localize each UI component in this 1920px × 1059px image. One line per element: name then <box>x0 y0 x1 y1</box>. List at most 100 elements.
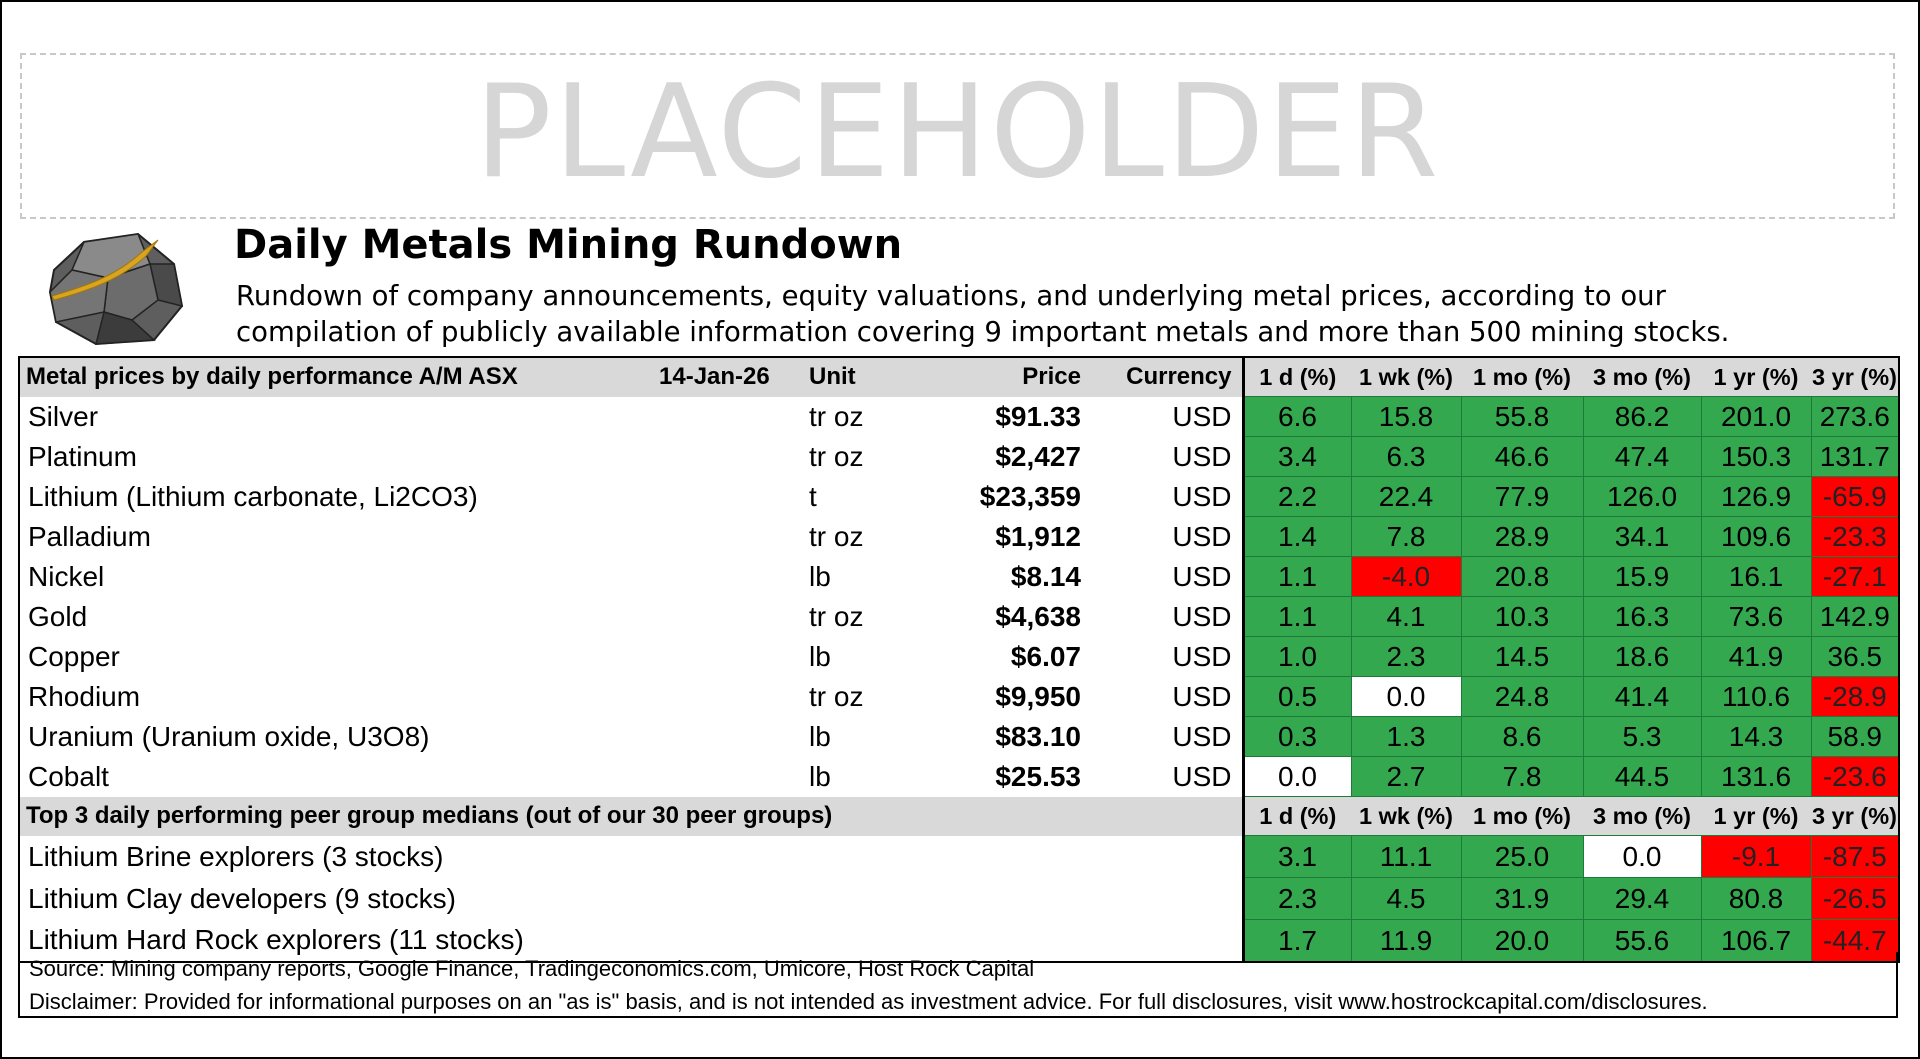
performance-cell: 1.1 <box>1241 596 1352 637</box>
performance-cell: 14.3 <box>1700 716 1812 757</box>
metal-price: $83.10 <box>995 720 1081 752</box>
perf-header: 3 mo (%) <box>1583 796 1701 836</box>
performance-cell: 18.6 <box>1582 636 1702 677</box>
metal-unit: tr oz <box>809 600 864 632</box>
performance-cell: 0.5 <box>1241 676 1352 717</box>
performance-cell: 10.3 <box>1460 596 1584 637</box>
metal-unit: lb <box>809 560 831 592</box>
page-subtitle: Rundown of company announcements, equity… <box>236 278 1896 350</box>
metal-name: Platinum <box>28 440 137 472</box>
source-note: Source: Mining company reports, Google F… <box>29 956 1035 981</box>
metal-row: Lithium (Lithium carbonate, Li2CO3) t $23,… <box>19 476 1900 517</box>
performance-cell: 15.9 <box>1582 556 1702 597</box>
performance-cell: 2.7 <box>1350 756 1462 797</box>
metals-table: Metal prices by daily performance A/M AS… <box>18 356 1900 963</box>
performance-cell: 0.3 <box>1241 716 1352 757</box>
performance-cell: 86.2 <box>1582 396 1702 437</box>
metal-name: Nickel <box>28 560 105 592</box>
metal-name: Cobalt <box>28 760 109 792</box>
perf-header: 1 yr (%) <box>1701 357 1811 397</box>
performance-cell: 80.8 <box>1700 877 1812 920</box>
metal-unit: tr oz <box>809 440 864 472</box>
metal-currency: USD <box>1172 640 1232 672</box>
peer-name: Lithium Hard Rock explorers (11 stocks) <box>19 919 1243 963</box>
performance-cell: 11.9 <box>1350 919 1462 963</box>
metal-unit: lb <box>809 720 831 752</box>
metal-name: Palladium <box>28 520 151 552</box>
performance-cell: 28.9 <box>1460 516 1584 557</box>
performance-cell: 29.4 <box>1582 877 1702 920</box>
performance-cell: 3.4 <box>1241 436 1352 477</box>
metal-currency: USD <box>1172 440 1232 472</box>
metal-price: $25.53 <box>995 760 1081 792</box>
rock-icon <box>48 232 184 346</box>
performance-cell: 58.9 <box>1810 716 1900 757</box>
metal-row: Nickel lb $8.14 USD 1.1 -4.0 20.8 15.9 16.1 -27.1 <box>19 556 1900 597</box>
performance-cell: 2.3 <box>1241 877 1352 920</box>
performance-cell: 4.5 <box>1350 877 1462 920</box>
performance-cell: 131.7 <box>1810 436 1900 477</box>
metal-price: $91.33 <box>995 400 1081 432</box>
metal-currency: USD <box>1172 560 1232 592</box>
metal-currency: USD <box>1172 600 1232 632</box>
metal-name: Uranium (Uranium oxide, U3O8) <box>28 720 430 752</box>
metal-row: Silver tr oz $91.33 USD 6.6 15.8 55.8 86.2 201.0… <box>19 396 1900 437</box>
metal-unit: lb <box>809 760 831 792</box>
performance-cell: 5.3 <box>1582 716 1702 757</box>
metal-unit: tr oz <box>809 400 864 432</box>
performance-cell: 0.0 <box>1241 756 1352 797</box>
performance-cell: 55.6 <box>1582 919 1702 963</box>
performance-cell: -28.9 <box>1810 676 1900 717</box>
metal-row: Palladium tr oz $1,912 USD 1.4 7.8 28.9 34.1 109… <box>19 516 1900 557</box>
peer-row: Lithium Brine explorers (3 stocks) 3.1 11.… <box>19 835 1900 878</box>
metals-table-body: Metal prices by daily performance A/M AS… <box>19 357 1900 963</box>
metals-table-date: 14-Jan-26 <box>653 357 803 397</box>
metal-row: Rhodium tr oz $9,950 USD 0.5 0.0 24.8 41.4 110.6… <box>19 676 1900 717</box>
metal-name: Copper <box>28 640 120 672</box>
unit-header: Unit <box>803 357 963 397</box>
perf-header: 1 wk (%) <box>1351 796 1461 836</box>
performance-cell: 6.3 <box>1350 436 1462 477</box>
metal-row: Platinum tr oz $2,427 USD 3.4 6.3 46.6 47.4 150.… <box>19 436 1900 477</box>
metal-name: Rhodium <box>28 680 141 712</box>
peer-name: Lithium Brine explorers (3 stocks) <box>28 840 444 872</box>
performance-cell: 6.6 <box>1241 396 1352 437</box>
performance-cell: 46.6 <box>1460 436 1584 477</box>
subtitle-line: compilation of publicly available inform… <box>236 316 1730 348</box>
performance-cell: 16.3 <box>1582 596 1702 637</box>
performance-cell: 0.0 <box>1350 676 1462 717</box>
performance-cell: 0.0 <box>1582 835 1702 878</box>
performance-cell: 15.8 <box>1350 396 1462 437</box>
performance-cell: -44.7 <box>1810 919 1900 963</box>
metal-row: Gold tr oz $4,638 USD 1.1 4.1 10.3 16.3 73.6 142.… <box>19 596 1900 637</box>
performance-cell: 25.0 <box>1460 835 1584 878</box>
performance-cell: -87.5 <box>1810 835 1900 878</box>
footer: Source: Mining company reports, Google F… <box>18 952 1898 1018</box>
performance-cell: 150.3 <box>1700 436 1812 477</box>
performance-cell: 31.9 <box>1460 877 1584 920</box>
perf-header: 1 yr (%) <box>1701 796 1811 836</box>
performance-cell: 24.8 <box>1460 676 1584 717</box>
metals-header-row: Metal prices by daily performance A/M AS… <box>19 357 1899 397</box>
performance-cell: -9.1 <box>1700 835 1812 878</box>
performance-cell: 41.9 <box>1700 636 1812 677</box>
performance-cell: 8.6 <box>1460 716 1584 757</box>
perf-header: 1 mo (%) <box>1461 796 1583 836</box>
performance-cell: -27.1 <box>1810 556 1900 597</box>
subtitle-line: Rundown of company announcements, equity… <box>236 280 1666 312</box>
price-header: Price <box>963 357 1087 397</box>
perf-header: 3 yr (%) <box>1811 796 1899 836</box>
perf-header: 3 mo (%) <box>1583 357 1701 397</box>
perf-header: 1 wk (%) <box>1351 357 1461 397</box>
performance-cell: 1.3 <box>1350 716 1462 757</box>
metal-price: $23,359 <box>979 480 1081 512</box>
metal-unit: tr oz <box>809 520 864 552</box>
metal-price: $1,912 <box>995 520 1081 552</box>
currency-header: Currency <box>1087 357 1243 397</box>
metals-table-title-text: Metal prices by daily performance A/M AS… <box>26 363 518 391</box>
performance-cell: 34.1 <box>1582 516 1702 557</box>
metal-row: Uranium (Uranium oxide, U3O8) lb $83.10 USD… <box>19 716 1900 757</box>
performance-cell: 20.8 <box>1460 556 1584 597</box>
peer-name: Lithium Clay developers (9 stocks) <box>28 882 456 914</box>
